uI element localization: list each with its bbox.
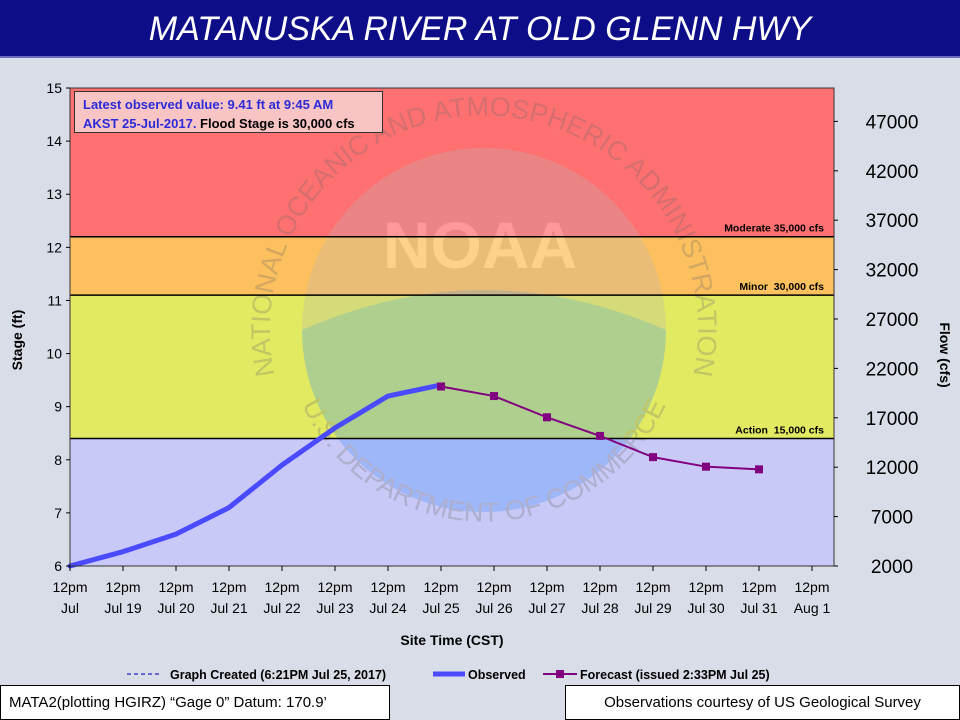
- x-tick-label-date: Jul 21: [210, 600, 248, 616]
- x-tick-label-time: 12pm: [52, 579, 87, 595]
- chart-legend: Graph Created (6:21PM Jul 25, 2017) Obser…: [127, 668, 770, 682]
- series-layer: [67, 382, 763, 569]
- x-axis-title: Site Time (CST): [400, 632, 503, 648]
- y2-tick-label: 7000: [871, 508, 913, 529]
- x-tick-label-date: Jul 20: [157, 600, 195, 616]
- latest-observation-date: AKST 25-Jul-2017.: [83, 116, 197, 131]
- x-tick-label-time: 12pm: [476, 579, 511, 595]
- x-tick-label-date: Jul 19: [104, 600, 142, 616]
- x-tick-label-time: 12pm: [794, 579, 829, 595]
- x-tick-label-time: 12pm: [423, 579, 458, 595]
- x-tick-label-time: 12pm: [264, 579, 299, 595]
- page-title: MATANUSKA RIVER AT OLD GLENN HWY: [148, 10, 812, 48]
- flood-zones: [70, 88, 834, 566]
- x-tick-label-date: Jul 23: [316, 600, 354, 616]
- x-tick-label-date: Jul 29: [634, 600, 672, 616]
- x-tick-label-time: 12pm: [105, 579, 140, 595]
- y-axis-title: Stage (ft): [9, 310, 25, 371]
- observed-series-line: [67, 382, 444, 569]
- y-tick-label: 7: [54, 505, 62, 521]
- y2-tick-label: 12000: [866, 458, 919, 479]
- threshold-label: Minor 30,000 cfs: [739, 281, 824, 293]
- plot-frame: [69, 87, 835, 567]
- datum-info: MATA2(plotting HGIRZ) “Gage 0” Datum: 17…: [0, 685, 390, 720]
- threshold-label: Moderate 35,000 cfs: [724, 223, 824, 235]
- y-tick-label: 10: [46, 346, 62, 362]
- x-axis: 12pm Jul 12pm Jul 19 12pm Jul 20 12pm Jul 21 12p…: [52, 566, 831, 616]
- x-tick-label-time: 12pm: [529, 579, 564, 595]
- y2-axis-title: Flow (cfs): [937, 322, 953, 387]
- y-axis-right: 2000 7000 12000 17000 22000 27000 32000 37000 42…: [834, 112, 918, 578]
- latest-observation-line1: Latest observed value: 9.41 ft at 9:45 A…: [83, 97, 334, 112]
- x-tick-label-time: 12pm: [741, 579, 776, 595]
- title-bar: MATANUSKA RIVER AT OLD GLENN HWY: [0, 0, 960, 58]
- source-credit: Observations courtesy of US Geological S…: [565, 685, 960, 720]
- y2-tick-label: 32000: [866, 261, 919, 282]
- forecast-point: [755, 465, 763, 474]
- x-tick-label-time: 12pm: [317, 579, 352, 595]
- legend-label-forecast: Forecast (issued 2:33PM Jul 25): [580, 668, 770, 682]
- forecast-point: [543, 413, 551, 422]
- hydrograph-chart: NOAA NATIONAL OCEANIC AND ATMOSPHERIC AD…: [9, 80, 953, 682]
- y-tick-label: 12: [46, 239, 62, 255]
- x-tick-label-date: Jul 26: [475, 600, 513, 616]
- forecast-point: [702, 462, 710, 471]
- y-tick-label: 8: [54, 452, 62, 468]
- x-tick-label-date: Jul 27: [528, 600, 566, 616]
- noaa-wave-icon: [302, 290, 666, 512]
- y2-tick-label: 22000: [866, 359, 919, 380]
- noaa-seal-icon: [302, 148, 666, 512]
- y-tick-label: 15: [46, 80, 62, 96]
- x-tick-label-date: Jul 31: [740, 600, 778, 616]
- noaa-logo-text: NOAA: [383, 208, 577, 282]
- flood-stage-text: Flood Stage is 30,000 cfs: [196, 116, 355, 131]
- normal-zone: [70, 438, 834, 566]
- threshold-lines: Moderate 35,000 cfs Minor 30,000 cfs Actio…: [70, 223, 834, 440]
- x-tick-label-date: Aug 1: [794, 600, 831, 616]
- y2-tick-label: 17000: [866, 409, 919, 430]
- x-tick-label-time: 12pm: [370, 579, 405, 595]
- y2-tick-label: 27000: [866, 310, 919, 331]
- forecast-point: [437, 382, 445, 391]
- x-tick-label-time: 12pm: [211, 579, 246, 595]
- x-tick-label-time: 12pm: [158, 579, 193, 595]
- y-axis-left: 6 7 8 9 10 11 12 13 14 15: [46, 80, 70, 574]
- x-tick-label-date: Jul 24: [369, 600, 407, 616]
- y-tick-label: 6: [54, 558, 62, 574]
- forecast-point: [596, 431, 604, 440]
- legend-label-observed: Observed: [468, 668, 526, 682]
- y-tick-label: 11: [47, 292, 62, 308]
- y2-tick-label: 47000: [866, 112, 919, 133]
- minor-zone: [70, 236, 834, 296]
- x-tick-label-date: Jul 30: [687, 600, 725, 616]
- x-tick-label-date: Jul 22: [263, 600, 301, 616]
- y2-tick-label: 2000: [871, 557, 913, 578]
- x-tick-label-date: Jul 25: [422, 600, 460, 616]
- x-tick-label-time: 12pm: [635, 579, 670, 595]
- x-tick-label-time: 12pm: [688, 579, 723, 595]
- legend-forecast-marker-icon: [556, 670, 564, 678]
- y-tick-label: 13: [46, 186, 62, 202]
- forecast-point: [649, 453, 657, 462]
- y-tick-label: 14: [46, 133, 62, 149]
- y-tick-label: 9: [54, 399, 62, 415]
- legend-label-graph-created: Graph Created (6:21PM Jul 25, 2017): [170, 668, 386, 682]
- x-tick-label-date: Jul: [61, 600, 79, 616]
- action-zone: [70, 295, 834, 439]
- y2-tick-label: 37000: [866, 211, 919, 232]
- threshold-label: Action 15,000 cfs: [735, 425, 824, 437]
- latest-observation-box: Latest observed value: 9.41 ft at 9:45 A…: [74, 91, 383, 133]
- x-tick-label-time: 12pm: [582, 579, 617, 595]
- x-tick-label-date: Jul 28: [581, 600, 619, 616]
- forecast-point: [490, 392, 498, 401]
- y2-tick-label: 42000: [866, 162, 919, 183]
